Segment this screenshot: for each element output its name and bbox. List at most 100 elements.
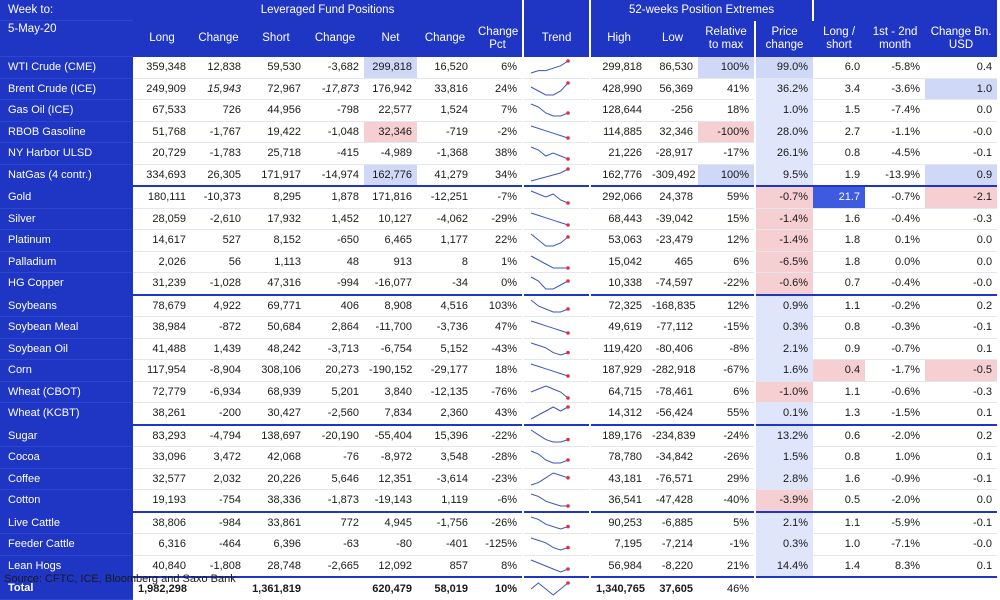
cell-change-net: -719	[417, 121, 473, 143]
cell-high: 299,818	[589, 56, 648, 79]
trend-sparkline	[530, 450, 570, 464]
cell-change-short: -3,713	[306, 338, 364, 360]
cell-relative-to-max: 6%	[698, 381, 756, 403]
cell-low: -77,112	[647, 316, 699, 339]
cell-price-change: -1.4%	[754, 229, 814, 252]
cell-change-net: -4,062	[417, 208, 473, 230]
cell-change-pct: -23%	[473, 468, 524, 490]
cell-price-change: -0.7%	[754, 185, 814, 209]
week-date: 5-May-20	[0, 20, 133, 57]
cell-relative-to-max: 18%	[698, 99, 756, 122]
cell-relative-to-max: -1%	[698, 533, 756, 556]
cell-change-short: -3,682	[306, 56, 364, 79]
cell-change-bn-usd: 0.1	[925, 446, 998, 469]
col-short: Short	[246, 20, 306, 57]
table-row: Feeder Cattle 6,316 -464 6,396 -63 -80 -401 -12…	[0, 533, 998, 556]
cell-change-pct: -125%	[473, 533, 524, 556]
cell-long-short: 0.8	[813, 446, 866, 469]
cell-1st-2nd-month: -0.4%	[865, 208, 926, 230]
cell-change-bn-usd: 0.9	[925, 164, 998, 187]
cell-trend	[522, 78, 591, 100]
col-1st-2nd-month: 1st - 2nd month	[865, 20, 926, 57]
col-long: Long	[133, 20, 191, 57]
trend-sparkline	[530, 516, 570, 530]
cell-low: -56,424	[647, 402, 699, 425]
cell-long: 31,239	[133, 272, 191, 295]
cell-change-pct: 22%	[473, 229, 524, 252]
trend-last-point	[566, 458, 570, 463]
trend-last-point	[566, 201, 570, 206]
cell-change-bn-usd: 0.0	[925, 251, 998, 273]
cell-short: 25,718	[246, 142, 306, 165]
table-row: NatGas (4 contr.) 334,693 26,305 171,917 -14…	[0, 164, 998, 187]
table-row: Soybean Oil 41,488 1,439 48,242 -3,713 -6,754…	[0, 338, 998, 360]
cell-change-pct: -28%	[473, 446, 524, 469]
cell-1st-2nd-month: -0.7%	[865, 185, 926, 209]
cell-change-short: -63	[306, 533, 364, 556]
cell-price-change: 0.3%	[754, 533, 814, 556]
cell-low: 24,378	[647, 185, 699, 209]
cell-long-short: 1.9	[813, 164, 866, 187]
cell-trend	[522, 381, 591, 403]
cell-change-bn-usd: -0.5	[925, 359, 998, 382]
cell-short: 171,917	[246, 164, 306, 187]
cell-high: 7,195	[589, 533, 648, 556]
trend-sparkline	[530, 103, 570, 117]
commodity-name: Corn	[0, 359, 133, 382]
trend-sparkline	[530, 255, 570, 270]
cell-low: 56,369	[647, 78, 699, 100]
cell-high: 128,644	[589, 99, 648, 122]
cell-change-pct: 34%	[473, 164, 524, 187]
cell-short: 42,068	[246, 446, 306, 469]
trend-line	[530, 299, 569, 313]
cell-price-change: -6.5%	[754, 251, 814, 273]
cell-change-long: -4,794	[191, 423, 246, 447]
trend-sparkline	[530, 342, 570, 356]
col-relative-to-max: Relative to max	[698, 20, 756, 57]
cell-low: -7,214	[647, 533, 699, 556]
cell-long: 38,984	[133, 316, 191, 339]
cell-change-bn-usd: 0.0	[925, 489, 998, 512]
cell-price-change: 36.2%	[754, 78, 814, 100]
cell-change-long: -464	[191, 533, 246, 556]
cell-change-long: 3,472	[191, 446, 246, 469]
cell-change-bn-usd: -0.3	[925, 381, 998, 403]
cell-change-short: 1,452	[306, 208, 364, 230]
trend-sparkline	[530, 537, 570, 551]
cell-long-short: 21.7	[813, 185, 866, 209]
commodity-name: NatGas (4 contr.)	[0, 164, 133, 187]
cell-long-short: 0.8	[813, 142, 866, 165]
cell-change-bn-usd: -0.1	[925, 316, 998, 339]
cell-change-short: -650	[306, 229, 364, 252]
cell-change-short: 2,864	[306, 316, 364, 339]
cell-low: -23,479	[647, 229, 699, 252]
table-row: Sugar 83,293 -4,794 138,697 -20,190 -55,404 15…	[0, 423, 998, 447]
cell-long-short: 1.8	[813, 251, 866, 273]
cell-1st-2nd-month: -5.8%	[865, 56, 926, 79]
cell-change-pct: 8%	[473, 555, 524, 578]
commodity-name: Soybeans	[0, 293, 133, 317]
trend-sparkline	[530, 385, 570, 400]
cell-trend	[522, 316, 591, 339]
trend-line	[530, 276, 569, 290]
trend-sparkline	[530, 212, 570, 227]
trend-line	[530, 125, 569, 139]
cell-trend	[522, 272, 591, 295]
cell-change-short: 772	[306, 510, 364, 534]
cell-relative-to-max: 6%	[698, 251, 756, 273]
trend-sparkline	[530, 166, 570, 182]
cell-price-change: -0.6%	[754, 272, 814, 295]
cell-low: -47,428	[647, 489, 699, 512]
cell-long-short: 1.3	[813, 402, 866, 425]
cell-change-net: -12,251	[417, 185, 473, 209]
cell-trend	[522, 402, 591, 425]
cell-change-long: 15,943	[191, 78, 246, 100]
table-row: Wheat (KCBT) 38,261 -200 30,427 -2,560 7,834 2…	[0, 402, 998, 425]
cell-change-pct: 1%	[473, 251, 524, 273]
cell-net: 22,577	[364, 99, 417, 122]
cell-net: -80	[364, 533, 417, 556]
cell-change-pct: 0%	[473, 272, 524, 295]
cell-1st-2nd-month: -5.9%	[865, 510, 926, 534]
col-change-net: Change	[417, 20, 473, 57]
